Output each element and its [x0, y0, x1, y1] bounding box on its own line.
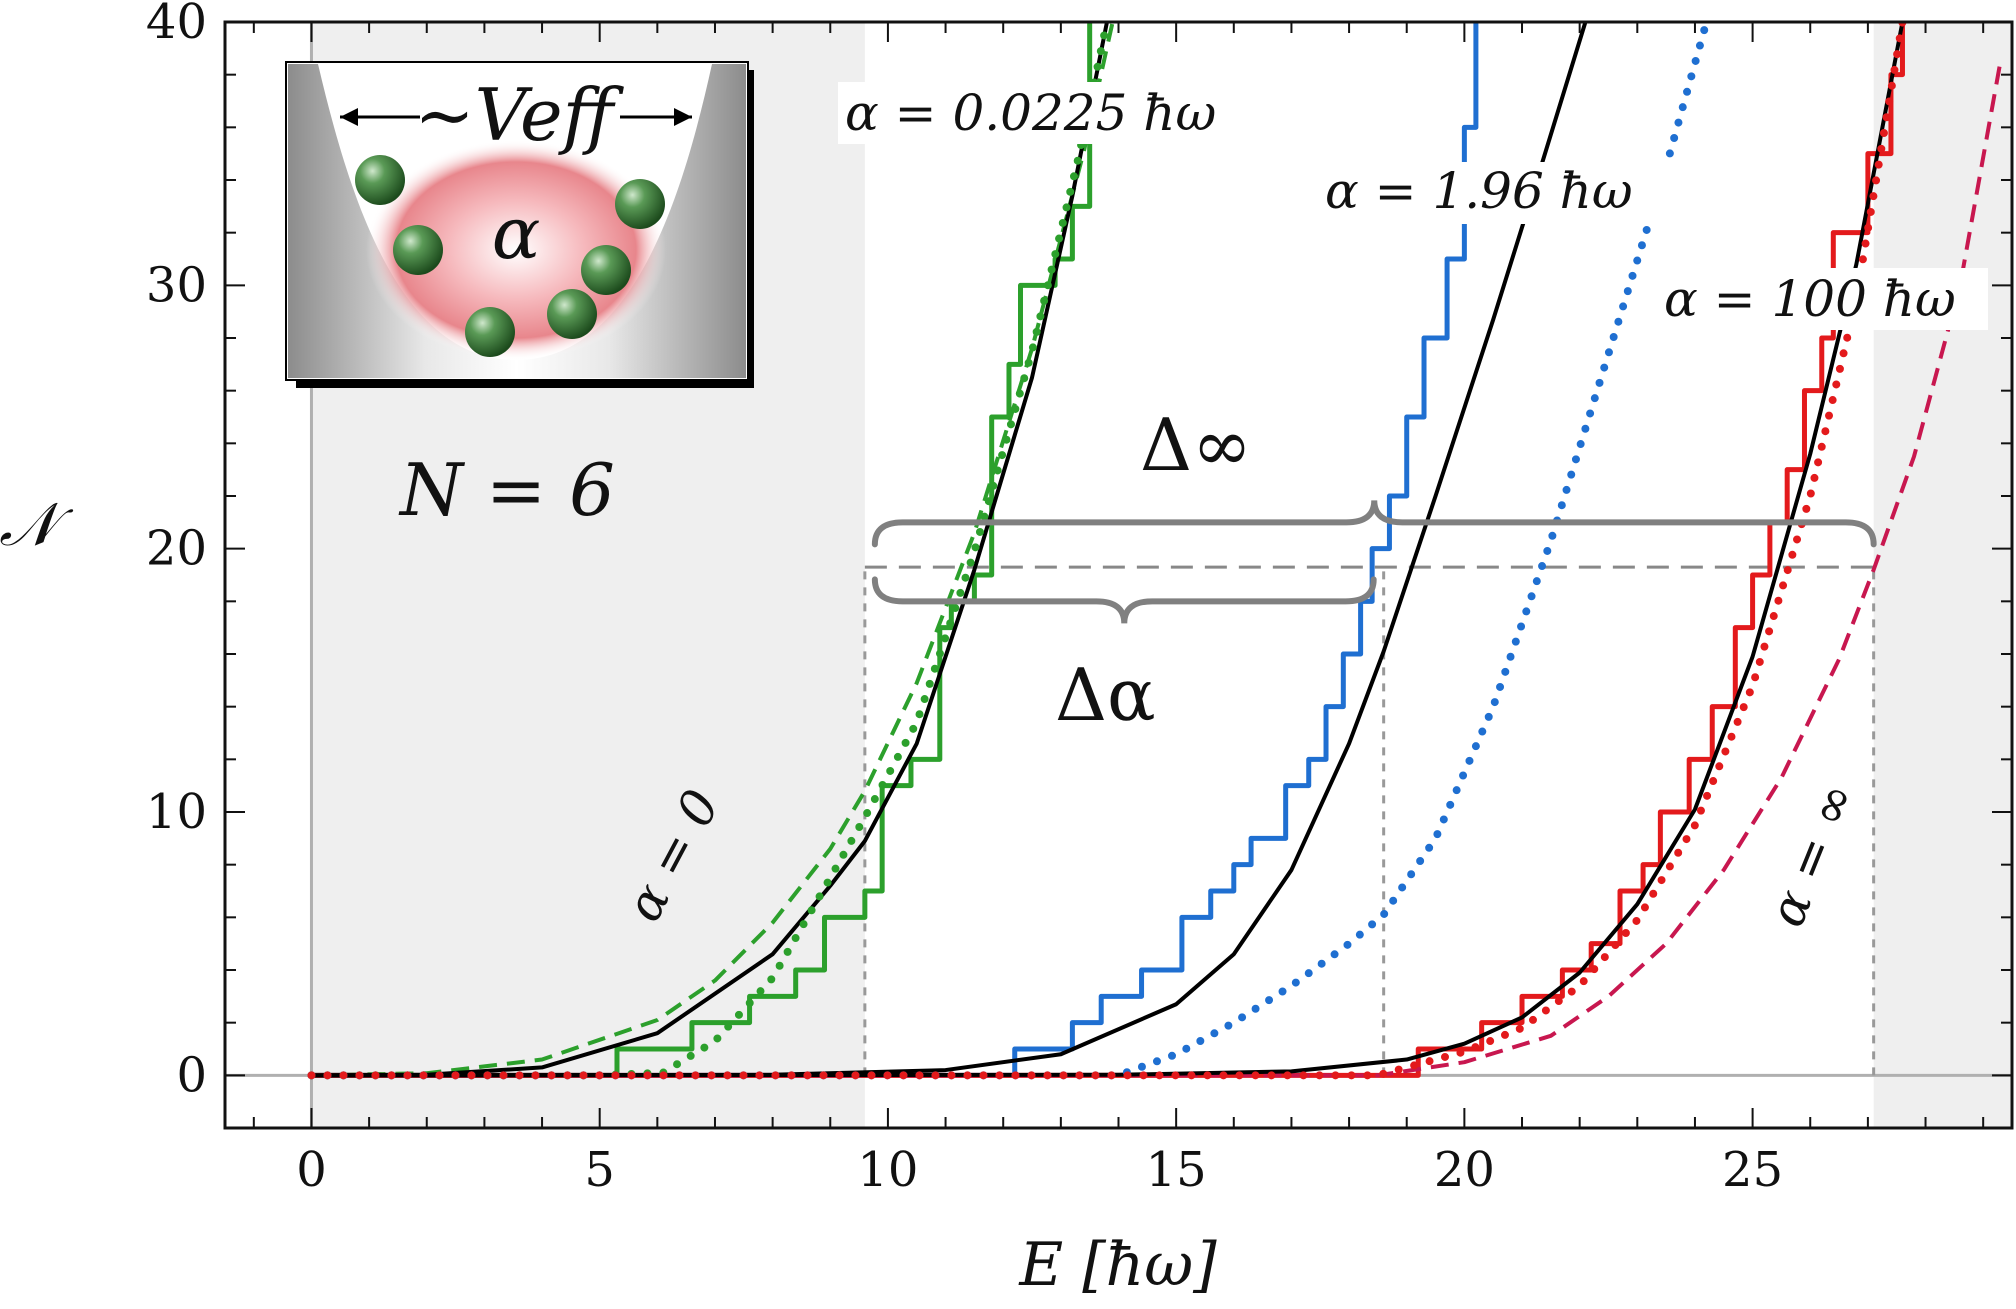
- particle-icon: [615, 179, 665, 229]
- label-backdrop: [1318, 162, 1674, 224]
- arrow-left-icon: [340, 108, 358, 126]
- particle-icon: [581, 245, 631, 295]
- alpha-large-label: α = 100 ħω: [1664, 270, 1956, 328]
- series-line: [311, 22, 1115, 1078]
- alpha-small-label: α = 0.0225 ħω: [845, 84, 1216, 142]
- inset-veff-label: ∼Veff: [414, 73, 624, 157]
- series-line: [307, 22, 1907, 1080]
- label-backdrop: [1658, 268, 1988, 330]
- brace: [871, 500, 1877, 548]
- series-line: [311, 22, 1588, 1078]
- x-tick-label: 15: [1146, 1142, 1207, 1198]
- particle-icon: [393, 225, 443, 275]
- x-tick-label: 0: [296, 1142, 327, 1198]
- inset-schematic: ∼Veff α: [285, 61, 754, 388]
- series-line: [307, 22, 1711, 1080]
- series-line: [311, 61, 2003, 1078]
- series-line: [307, 22, 1111, 1080]
- series-line: [311, 22, 1093, 1078]
- x-axis-title: E [ħω]: [1018, 1230, 1217, 1300]
- y-tick-label: 40: [146, 0, 207, 50]
- y-axis-title: 𝒩: [0, 490, 74, 560]
- shaded-region: [1873, 22, 2012, 1128]
- delta-inf-label: Δ∞: [1140, 403, 1252, 487]
- y-tick-label: 0: [176, 1047, 207, 1103]
- particle-icon: [547, 289, 597, 339]
- y-tick-label: 10: [146, 784, 207, 840]
- particle-icon: [355, 155, 405, 205]
- alpha-mid-label: α = 1.96 ħω: [1325, 162, 1633, 220]
- delta-alpha-label: Δα: [1055, 653, 1156, 737]
- alpha-inf-label: α = ∞: [1757, 775, 1867, 935]
- x-tick-label: 5: [584, 1142, 615, 1198]
- label-backdrop: [838, 82, 1252, 144]
- y-tick-label: 20: [146, 521, 207, 577]
- x-tick-label: 20: [1434, 1142, 1495, 1198]
- series-line: [311, 22, 1109, 1078]
- brace: [871, 576, 1377, 624]
- y-tick-label: 30: [146, 257, 207, 313]
- particle-icon: [465, 307, 515, 357]
- series-line: [311, 22, 1479, 1078]
- inset-alpha-label: α: [492, 191, 541, 275]
- x-tick-label: 10: [857, 1142, 918, 1198]
- n-label: N = 6: [398, 448, 615, 532]
- axis-ticks: 0 5 10 15 20 25 0 10 20 30 40: [146, 0, 2012, 1198]
- x-tick-label: 25: [1722, 1142, 1783, 1198]
- arrow-right-icon: [674, 108, 692, 126]
- series-line: [311, 22, 1905, 1078]
